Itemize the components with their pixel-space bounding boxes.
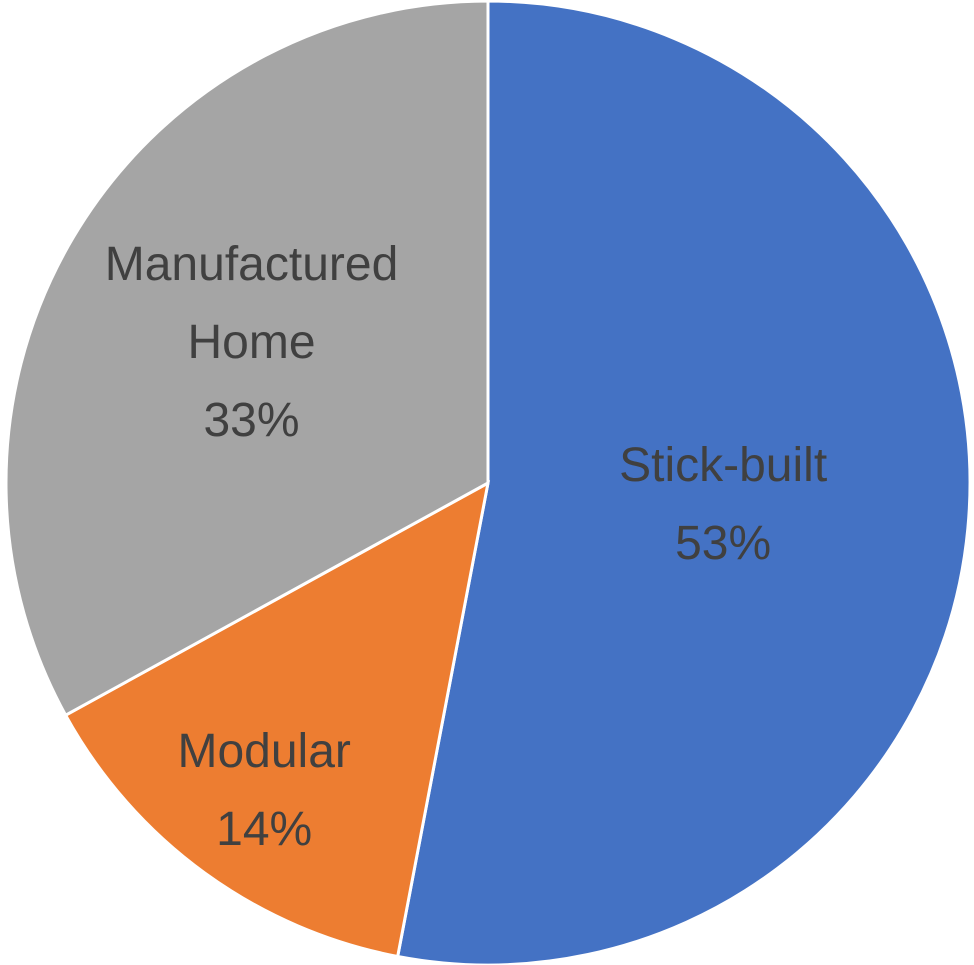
- value-label: 33%: [203, 394, 300, 448]
- value-label: 53%: [675, 517, 772, 571]
- pie-slice: [63, 480, 491, 959]
- pie-slice: [4, 0, 490, 718]
- category-label: Stick-built: [619, 439, 828, 493]
- pie-slice: [395, 0, 972, 965]
- slice-label: Manufactured Home 33%: [87, 226, 417, 460]
- category-label: Modular: [177, 725, 351, 779]
- category-label: Manufactured Home: [104, 238, 399, 370]
- slice-label: Stick-built 53%: [558, 427, 888, 583]
- value-label: 14%: [216, 803, 313, 857]
- slice-label: Modular 14%: [99, 713, 429, 869]
